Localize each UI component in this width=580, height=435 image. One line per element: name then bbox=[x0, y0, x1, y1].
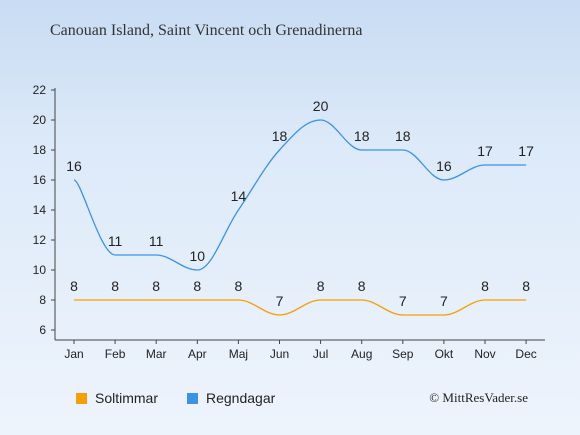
y-tick-label: 16 bbox=[33, 173, 47, 187]
data-label-regndagar: 14 bbox=[231, 188, 247, 204]
credit-text: © MittResVader.se bbox=[429, 390, 528, 405]
x-tick-label: Feb bbox=[105, 347, 126, 361]
legend-swatch-soltimmar bbox=[76, 392, 87, 404]
y-tick-label: 6 bbox=[39, 323, 46, 337]
data-label-soltimmar: 8 bbox=[152, 278, 160, 294]
data-label-soltimmar: 8 bbox=[235, 278, 243, 294]
data-label-regndagar: 11 bbox=[108, 233, 123, 249]
data-label-soltimmar: 8 bbox=[193, 278, 201, 294]
x-tick-label: Nov bbox=[474, 347, 495, 361]
series-line-regndagar bbox=[73, 119, 527, 271]
y-tick-label: 22 bbox=[33, 83, 47, 97]
x-tick-label: Jun bbox=[270, 347, 289, 361]
data-label-regndagar: 17 bbox=[518, 143, 534, 159]
data-label-soltimmar: 7 bbox=[440, 293, 448, 309]
data-label-soltimmar: 8 bbox=[111, 278, 119, 294]
x-tick-label: Maj bbox=[229, 347, 248, 361]
x-tick-label: Jan bbox=[64, 347, 83, 361]
x-tick-label: Okt bbox=[435, 347, 454, 361]
x-tick-label: Dec bbox=[515, 347, 536, 361]
data-label-soltimmar: 7 bbox=[399, 293, 407, 309]
y-tick-label: 10 bbox=[33, 263, 47, 277]
x-tick-label: Mar bbox=[146, 347, 167, 361]
x-tick-label: Apr bbox=[188, 347, 207, 361]
y-tick-label: 20 bbox=[33, 113, 47, 127]
y-tick-label: 8 bbox=[39, 293, 46, 307]
y-tick-label: 14 bbox=[33, 203, 47, 217]
data-label-regndagar: 18 bbox=[272, 128, 288, 144]
data-label-soltimmar: 7 bbox=[276, 293, 284, 309]
data-label-regndagar: 18 bbox=[395, 128, 411, 144]
data-label-regndagar: 18 bbox=[354, 128, 370, 144]
x-tick-label: Sep bbox=[392, 347, 414, 361]
legend-label-soltimmar: Soltimmar bbox=[95, 390, 159, 406]
legend-item-regndagar: Regndagar bbox=[187, 390, 275, 406]
y-tick-label: 12 bbox=[33, 233, 47, 247]
x-tick-label: Aug bbox=[351, 347, 372, 361]
legend-swatch-regndagar bbox=[187, 392, 198, 404]
legend-item-soltimmar: Soltimmar bbox=[76, 390, 158, 406]
data-label-regndagar: 11 bbox=[149, 233, 164, 249]
data-label-regndagar: 20 bbox=[313, 98, 329, 114]
data-label-regndagar: 16 bbox=[436, 158, 452, 174]
data-label-regndagar: 16 bbox=[66, 158, 82, 174]
series-line-soltimmar bbox=[73, 299, 527, 316]
x-tick-label: Jul bbox=[313, 347, 328, 361]
data-label-regndagar: 10 bbox=[190, 248, 206, 264]
data-label-soltimmar: 8 bbox=[70, 278, 78, 294]
data-label-soltimmar: 8 bbox=[522, 278, 530, 294]
data-label-soltimmar: 8 bbox=[358, 278, 366, 294]
data-label-regndagar: 17 bbox=[477, 143, 493, 159]
chart-title: Canouan Island, Saint Vincent och Grenad… bbox=[50, 22, 363, 39]
data-label-soltimmar: 8 bbox=[317, 278, 325, 294]
legend-label-regndagar: Regndagar bbox=[206, 390, 276, 406]
data-label-soltimmar: 8 bbox=[481, 278, 489, 294]
y-tick-label: 18 bbox=[33, 143, 47, 157]
